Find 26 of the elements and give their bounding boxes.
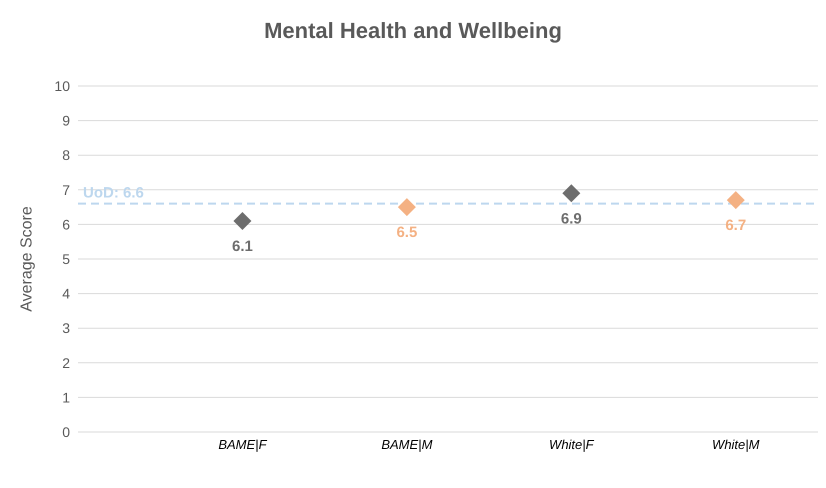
y-tick-label: 0 <box>62 424 70 440</box>
y-tick-label: 3 <box>62 320 70 336</box>
y-tick-label: 6 <box>62 216 70 232</box>
y-tick-label: 9 <box>62 112 70 129</box>
x-tick-label: BAME|F <box>218 437 268 452</box>
point <box>562 184 580 202</box>
point <box>726 191 745 210</box>
data-label: 6.7 <box>725 217 746 234</box>
x-tick-label: White|F <box>549 437 595 452</box>
y-tick-label: 7 <box>62 182 70 198</box>
x-tick-label: White|M <box>712 437 760 452</box>
data-label: 6.9 <box>560 210 582 228</box>
point <box>398 198 416 216</box>
y-tick-label: 2 <box>62 354 70 371</box>
ref-line-label: UoD: 6.6 <box>83 184 144 202</box>
data-label: 6.5 <box>396 224 418 242</box>
x-tick-label: BAME|M <box>381 437 433 452</box>
y-axis-title: Average Score <box>18 206 36 312</box>
y-tick-label: 5 <box>62 250 70 267</box>
chart-title: Mental Health and Wellbeing <box>263 17 563 45</box>
y-tick-label: 8 <box>62 147 70 164</box>
point <box>233 212 252 230</box>
data-label: 6.1 <box>232 238 253 255</box>
y-tick-label: 10 <box>54 78 70 94</box>
y-tick-label: 4 <box>62 286 70 302</box>
y-tick-label: 1 <box>62 389 70 406</box>
